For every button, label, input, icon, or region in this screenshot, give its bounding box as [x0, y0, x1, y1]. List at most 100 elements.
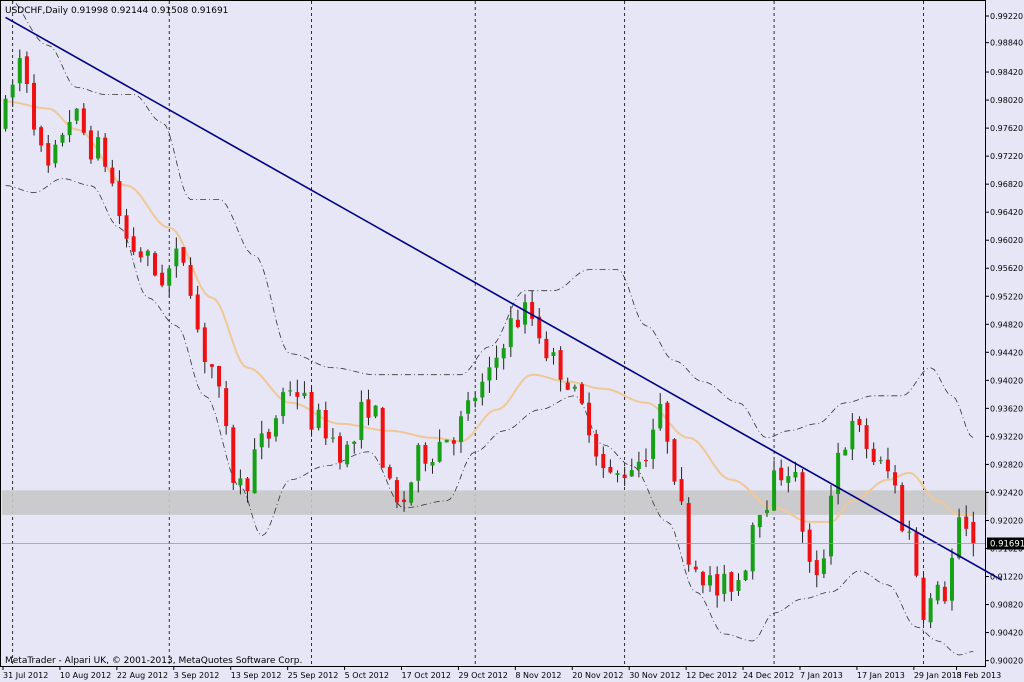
- moving-average-line: [5, 100, 974, 523]
- candle-body: [373, 405, 378, 417]
- candle: [160, 264, 165, 288]
- candle-body: [394, 480, 399, 503]
- candle: [572, 384, 577, 392]
- candle-body: [693, 566, 698, 570]
- candle-body: [238, 478, 243, 486]
- candle: [971, 511, 976, 557]
- candle-body: [174, 248, 179, 267]
- candle-body: [729, 572, 734, 592]
- candle-body: [814, 560, 819, 576]
- candle: [836, 442, 841, 505]
- candle-body: [885, 459, 890, 472]
- candle: [729, 571, 734, 601]
- candle: [281, 387, 286, 424]
- price-tick-label: 0.96420: [990, 208, 1023, 217]
- candle: [402, 491, 407, 512]
- candle: [188, 257, 193, 299]
- price-tick-label: 0.95220: [990, 292, 1023, 301]
- candle: [252, 438, 257, 494]
- candle: [32, 74, 37, 136]
- candle-body: [672, 439, 677, 482]
- price-tick-label: 0.92420: [990, 488, 1023, 497]
- candle-body: [195, 294, 200, 330]
- trendline: [5, 16, 1003, 581]
- candle: [857, 416, 862, 433]
- candle: [437, 429, 442, 463]
- candle-body: [949, 557, 954, 601]
- candle-body: [480, 381, 485, 398]
- price-tick-label: 0.98840: [990, 39, 1023, 48]
- candle-body: [587, 402, 592, 436]
- candle: [779, 459, 784, 486]
- candle-body: [579, 384, 584, 404]
- candle: [878, 456, 883, 465]
- candle-body: [409, 482, 414, 503]
- candle-body: [900, 485, 905, 531]
- candle-body: [722, 573, 727, 594]
- candle: [587, 392, 592, 443]
- candle-body: [88, 130, 93, 160]
- candle: [174, 237, 179, 278]
- candle: [515, 309, 520, 329]
- candle: [814, 550, 819, 588]
- moving-average: [5, 100, 974, 523]
- candle-body: [458, 416, 463, 443]
- candle-body: [772, 470, 777, 511]
- support-resistance-zone: [2, 490, 988, 515]
- candle-body: [53, 144, 58, 164]
- candle: [416, 443, 421, 493]
- candle-body: [551, 352, 556, 356]
- candle: [423, 442, 428, 472]
- candle-body: [743, 570, 748, 581]
- candle: [672, 438, 677, 485]
- candle-body: [124, 215, 129, 239]
- candle: [679, 467, 684, 505]
- candle-body: [266, 431, 271, 439]
- candle: [772, 460, 777, 511]
- price-tick-label: 0.94420: [990, 348, 1023, 357]
- time-tick-label: 3 Sep 2012: [174, 671, 220, 680]
- candle-body: [323, 410, 328, 439]
- candle-body: [907, 531, 912, 533]
- candle: [579, 381, 584, 405]
- candle: [345, 441, 350, 468]
- candle-body: [871, 448, 876, 462]
- price-tick-label: 0.97620: [990, 124, 1023, 133]
- candle-body: [3, 98, 8, 129]
- time-tick-label: 29 Jan 2013: [914, 671, 962, 680]
- candle-body: [850, 420, 855, 450]
- candle-body: [416, 445, 421, 481]
- candle: [117, 170, 122, 225]
- candle-body: [138, 251, 143, 258]
- candle: [708, 566, 713, 592]
- candle: [715, 566, 720, 608]
- candle: [309, 385, 314, 437]
- copyright-footer: MetaTrader - Alpari UK, © 2001-2013, Met…: [5, 656, 302, 666]
- candle: [60, 132, 65, 147]
- candle-body: [565, 382, 570, 390]
- candle: [957, 508, 962, 560]
- candle: [764, 500, 769, 517]
- candle: [722, 564, 727, 602]
- candle-body: [494, 357, 499, 368]
- candle-body: [686, 503, 691, 565]
- candle: [373, 405, 378, 419]
- candle: [88, 125, 93, 164]
- candle-body: [10, 84, 15, 98]
- candle-body: [736, 580, 741, 591]
- candle-body: [224, 388, 229, 427]
- candle-body: [964, 516, 969, 529]
- candle: [636, 451, 641, 478]
- candle: [651, 418, 656, 469]
- trendline-drawing[interactable]: [5, 16, 1003, 581]
- candle-body: [217, 365, 222, 387]
- candle-body: [594, 433, 599, 457]
- candle: [871, 442, 876, 466]
- candle: [473, 391, 478, 408]
- candle: [39, 125, 44, 152]
- candle-body: [103, 137, 108, 167]
- candle-body: [24, 56, 29, 84]
- candle-body: [537, 316, 542, 339]
- current-price-value: 0.91691: [990, 540, 1024, 550]
- candle-body: [523, 302, 528, 325]
